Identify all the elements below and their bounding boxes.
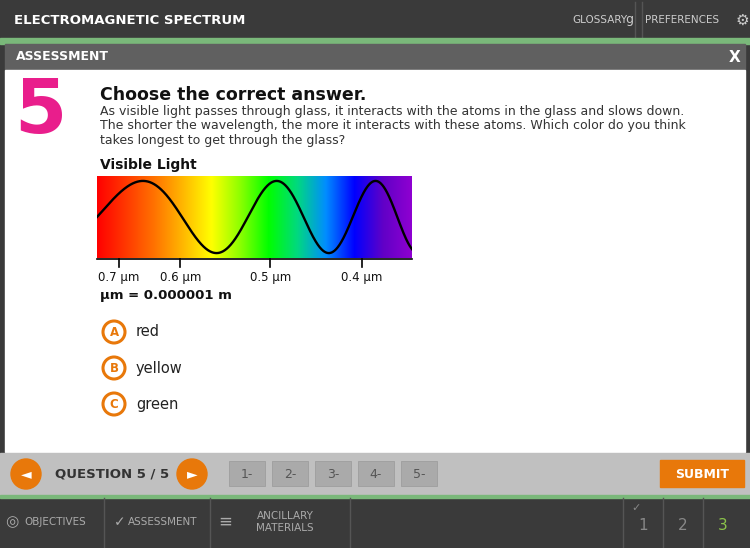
Text: QUESTION 5 / 5: QUESTION 5 / 5 xyxy=(55,467,170,481)
Circle shape xyxy=(11,459,41,489)
Text: 4-: 4- xyxy=(370,467,382,481)
Bar xyxy=(0,495,750,498)
Bar xyxy=(5,70,745,452)
Text: ASSESSMENT: ASSESSMENT xyxy=(16,50,109,64)
Text: PREFERENCES: PREFERENCES xyxy=(645,15,719,25)
Text: As visible light passes through glass, it interacts with the atoms in the glass : As visible light passes through glass, i… xyxy=(100,105,684,118)
Text: 0.7 μm: 0.7 μm xyxy=(98,271,140,284)
Text: ⚙: ⚙ xyxy=(736,13,750,27)
Bar xyxy=(358,461,394,486)
Bar xyxy=(660,460,744,487)
Bar xyxy=(0,38,750,44)
Bar xyxy=(315,461,351,486)
Text: 3: 3 xyxy=(718,518,728,534)
Text: ✓: ✓ xyxy=(114,515,126,529)
Text: The shorter the wavelength, the more it interacts with these atoms. Which color : The shorter the wavelength, the more it … xyxy=(100,119,686,133)
Text: 2-: 2- xyxy=(284,467,296,481)
Text: takes longest to get through the glass?: takes longest to get through the glass? xyxy=(100,134,345,147)
Text: 1: 1 xyxy=(638,518,648,534)
Text: Visible Light: Visible Light xyxy=(100,158,196,172)
Text: g: g xyxy=(625,14,633,26)
Text: red: red xyxy=(136,324,160,340)
Text: SUBMIT: SUBMIT xyxy=(675,467,729,481)
Text: 0.5 μm: 0.5 μm xyxy=(250,271,291,284)
Text: GLOSSARY: GLOSSARY xyxy=(572,15,627,25)
Text: 0.6 μm: 0.6 μm xyxy=(160,271,201,284)
Text: ≡: ≡ xyxy=(218,513,232,531)
Text: 0.4 μm: 0.4 μm xyxy=(341,271,382,284)
Bar xyxy=(272,461,308,486)
Text: 3-: 3- xyxy=(327,467,339,481)
Text: B: B xyxy=(110,362,118,374)
Text: ◄: ◄ xyxy=(21,467,32,482)
Bar xyxy=(0,453,750,495)
Text: Choose the correct answer.: Choose the correct answer. xyxy=(100,86,366,104)
Text: ►: ► xyxy=(187,467,197,482)
Circle shape xyxy=(177,459,207,489)
Text: 5: 5 xyxy=(13,76,66,149)
Text: 5-: 5- xyxy=(413,467,425,481)
Text: A: A xyxy=(110,326,118,339)
Text: X: X xyxy=(729,49,741,65)
Bar xyxy=(5,44,745,70)
Bar xyxy=(0,0,750,40)
Text: C: C xyxy=(110,397,118,410)
Bar xyxy=(401,461,437,486)
Text: ELECTROMAGNETIC SPECTRUM: ELECTROMAGNETIC SPECTRUM xyxy=(14,14,245,26)
Text: μm = 0.000001 m: μm = 0.000001 m xyxy=(100,289,232,302)
Text: 2: 2 xyxy=(678,518,688,534)
Bar xyxy=(0,497,750,548)
Text: green: green xyxy=(136,397,178,412)
Text: ◎: ◎ xyxy=(5,515,19,529)
Text: ANCILLARY
MATERIALS: ANCILLARY MATERIALS xyxy=(256,511,313,533)
Text: ASSESSMENT: ASSESSMENT xyxy=(128,517,198,527)
Text: yellow: yellow xyxy=(136,361,183,375)
Text: ✓: ✓ xyxy=(632,503,640,513)
Text: OBJECTIVES: OBJECTIVES xyxy=(24,517,86,527)
Bar xyxy=(229,461,265,486)
Text: 1-: 1- xyxy=(241,467,254,481)
